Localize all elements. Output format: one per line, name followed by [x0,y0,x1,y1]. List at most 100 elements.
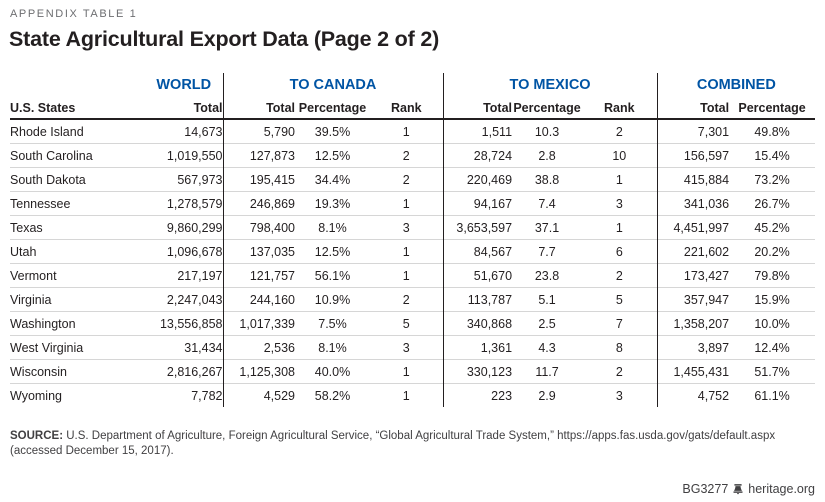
site-name: heritage.org [748,482,815,496]
cell-world-total: 13,556,858 [159,316,223,331]
table-row: South Carolina 1,019,550 127,873 12.5% 2 28,7… [10,143,816,168]
cell-mexico-total: 1,361 [442,335,513,360]
cell-mexico-percentage: 4.3 [538,340,556,355]
cell-mexico-total: 84,567 [442,239,513,264]
cell-combined-percentage: 15.9% [754,292,790,307]
column-header-canada-total: Total [222,97,295,119]
column-header-canada-percentage: Percentage [298,100,367,115]
report-id: BG3277 [682,482,729,496]
cell-canada-rank: 1 [402,124,410,139]
cell-canada-percentage: 40.0% [314,364,351,379]
cell-mexico-rank: 3 [615,388,623,403]
cell-us-states: Texas [10,220,43,235]
cell-world-total: 9,860,299 [166,220,223,235]
cell-combined-total: 357,947 [656,287,730,312]
cell-mexico-percentage: 7.7 [538,244,556,259]
cell-us-states: Washington [10,316,76,331]
cell-canada-rank: 1 [402,388,410,403]
cell-canada-total: 121,757 [222,263,295,288]
cell-canada-total: 1,125,308 [222,359,295,384]
cell-mexico-total: 220,469 [442,167,513,192]
cell-canada-percentage: 58.2% [314,388,351,403]
source-text: U.S. Department of Agriculture, Foreign … [10,430,776,457]
cell-canada-rank: 1 [402,364,410,379]
column-header-row: U.S. States Total Total Percentage Rank Total… [10,97,815,119]
page-title: State Agricultural Export Data (Page 2 o… [9,27,440,51]
cell-mexico-total: 51,670 [442,263,513,288]
cell-world-total: 7,782 [191,388,223,403]
column-header-mexico-total: Total [442,97,513,119]
cell-combined-percentage: 12.4% [754,340,790,355]
cell-combined-total: 173,427 [656,263,730,288]
column-group-world: WORLD [156,77,212,93]
cell-combined-percentage: 61.1% [754,388,790,403]
cell-mexico-rank: 2 [615,124,623,139]
cell-mexico-percentage: 2.8 [538,148,556,163]
cell-canada-percentage: 19.3% [314,196,351,211]
table-row: Washington 13,556,858 1,017,339 7.5% 5 340,86… [10,311,816,336]
cell-canada-total: 195,415 [222,167,295,192]
cell-mexico-rank: 7 [615,316,623,331]
cell-mexico-total: 3,653,597 [442,215,513,240]
cell-combined-percentage: 45.2% [754,220,790,235]
cell-combined-total: 4,752 [656,383,730,407]
cell-mexico-total: 1,511 [442,119,513,144]
cell-combined-total: 221,602 [656,239,730,264]
table-row: Rhode Island 14,673 5,790 39.5% 1 1,511 10.3 2 7… [10,119,816,144]
cell-canada-percentage: 8.1% [318,340,347,355]
cell-mexico-rank: 2 [615,364,623,379]
cell-canada-rank: 2 [402,292,410,307]
cell-mexico-total: 340,868 [442,311,513,336]
cell-canada-rank: 2 [402,172,410,187]
liberty-bell-icon [733,484,743,495]
column-header-world-total: Total [193,100,223,115]
cell-canada-total: 1,017,339 [222,311,295,336]
cell-canada-percentage: 7.5% [318,316,347,331]
cell-canada-rank: 3 [402,340,410,355]
page-footer: BG3277 heritage.org [682,482,815,496]
table-header: WORLD TO CANADA TO MEXICO COMBINED U.S. Stat… [10,73,816,119]
cell-canada-percentage: 39.5% [314,124,351,139]
cell-mexico-percentage: 10.3 [534,124,560,139]
cell-canada-rank: 5 [402,316,410,331]
table-row: Utah 1,096,678 137,035 12.5% 1 84,567 7.7 6 221,… [10,239,816,264]
column-header-mexico-percentage: Percentage [513,100,581,115]
cell-canada-total: 137,035 [222,239,295,264]
cell-combined-total: 341,036 [656,191,730,216]
column-header-us-states: U.S. States [10,100,76,115]
table-row: Vermont 217,197 121,757 56.1% 1 51,670 23.8 2 17… [10,263,816,288]
cell-mexico-total: 223 [442,383,513,407]
column-group-canada: TO CANADA [222,73,444,97]
cell-canada-percentage: 10.9% [314,292,351,307]
column-header-mexico-rank: Rank [604,100,635,115]
cell-us-states: Rhode Island [10,124,84,139]
cell-combined-percentage: 26.7% [754,196,790,211]
cell-mexico-total: 28,724 [442,143,513,168]
cell-mexico-rank: 10 [612,148,627,163]
cell-canada-total: 246,869 [222,191,295,216]
cell-mexico-rank: 2 [615,268,623,283]
table-row: South Dakota 567,973 195,415 34.4% 2 220,469 3… [10,167,816,192]
cell-mexico-percentage: 23.8 [534,268,560,283]
cell-us-states: Vermont [10,268,57,283]
cell-combined-percentage: 49.8% [754,124,790,139]
column-group-mexico: TO MEXICO [442,73,658,97]
table-row: Texas 9,860,299 798,400 8.1% 3 3,653,597 37.1 1… [10,215,816,240]
cell-us-states: South Dakota [10,172,86,187]
cell-mexico-total: 330,123 [442,359,513,384]
column-group-spacer [10,73,145,97]
table-body: Rhode Island 14,673 5,790 39.5% 1 1,511 10.3 2 7… [10,119,816,407]
cell-mexico-percentage: 2.5 [538,316,556,331]
cell-us-states: South Carolina [10,148,93,163]
cell-mexico-percentage: 5.1 [538,292,556,307]
cell-world-total: 1,096,678 [166,244,223,259]
cell-canada-rank: 3 [402,220,410,235]
cell-mexico-percentage: 2.9 [538,388,556,403]
cell-canada-percentage: 34.4% [314,172,351,187]
cell-combined-total: 415,884 [656,167,730,192]
cell-world-total: 217,197 [177,268,223,283]
cell-mexico-rank: 8 [615,340,623,355]
cell-mexico-total: 113,787 [442,287,513,312]
cell-mexico-percentage: 7.4 [538,196,556,211]
